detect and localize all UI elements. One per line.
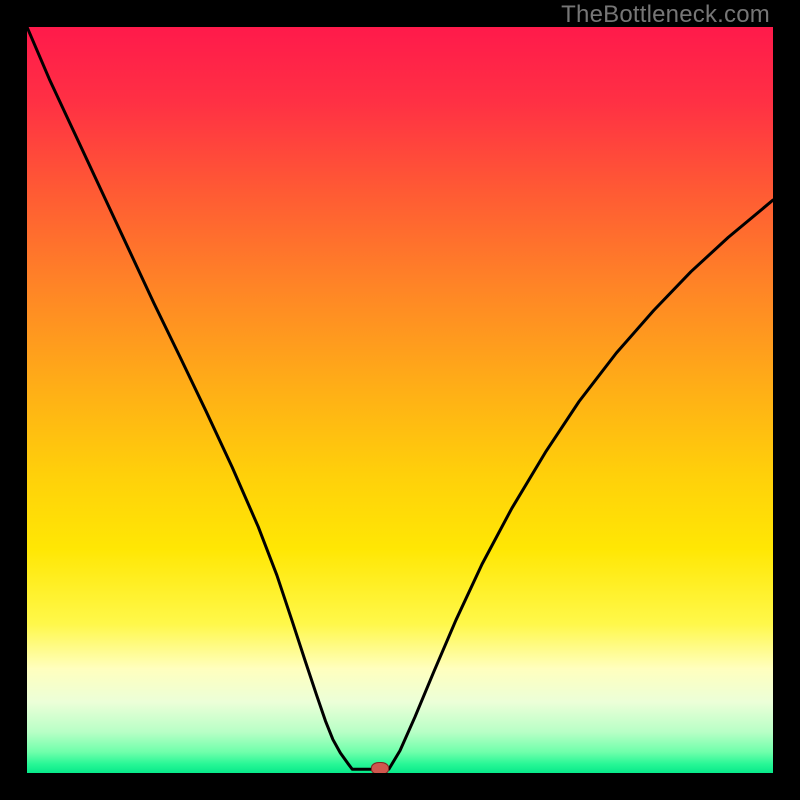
plot-area xyxy=(27,27,773,773)
bottleneck-curve xyxy=(27,27,773,773)
watermark-text: TheBottleneck.com xyxy=(561,1,770,29)
optimum-marker xyxy=(371,762,389,773)
